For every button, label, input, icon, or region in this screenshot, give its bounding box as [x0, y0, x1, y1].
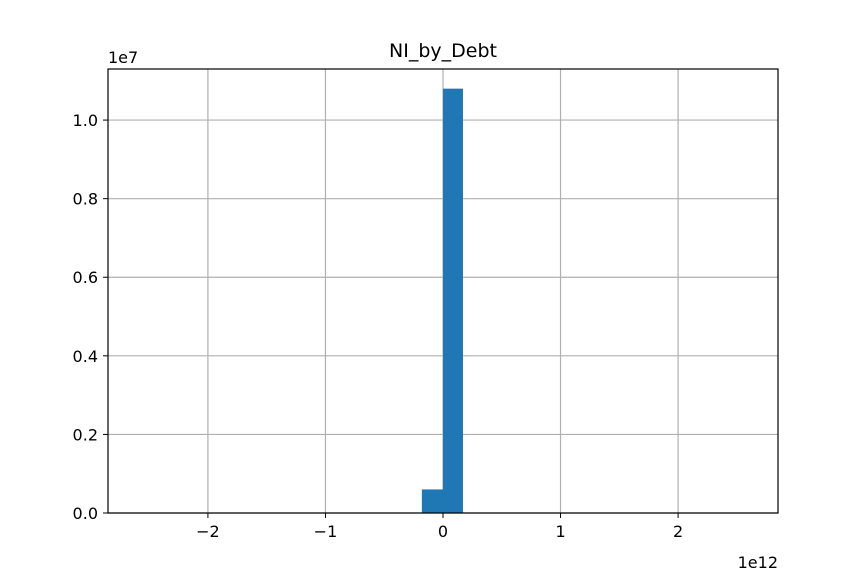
x-tick-label: 2	[673, 522, 683, 541]
y-tick-label: 0.0	[73, 504, 98, 523]
y-tick-label: 0.4	[73, 347, 98, 366]
bars-layer	[421, 88, 463, 513]
ticks-layer: −2 −1 0 1 2 0.0 0.2 0.4 0.6 0.8 1.0	[73, 111, 684, 541]
chart-title: NI_by_Debt	[389, 40, 497, 62]
y-tick-label: 0.2	[73, 425, 98, 444]
histogram-bar	[421, 489, 443, 513]
y-tick-label: 1.0	[73, 111, 98, 130]
y-tick-label: 0.6	[73, 268, 98, 287]
x-axis-offset-label: 1e12	[738, 553, 778, 572]
x-tick-label: 0	[438, 522, 448, 541]
x-tick-label: −2	[196, 522, 220, 541]
x-tick-label: −1	[314, 522, 338, 541]
x-tick-label: 1	[555, 522, 565, 541]
y-tick-label: 0.8	[73, 190, 98, 209]
histogram-bar	[443, 88, 463, 513]
y-axis-offset-label: 1e7	[108, 48, 138, 67]
